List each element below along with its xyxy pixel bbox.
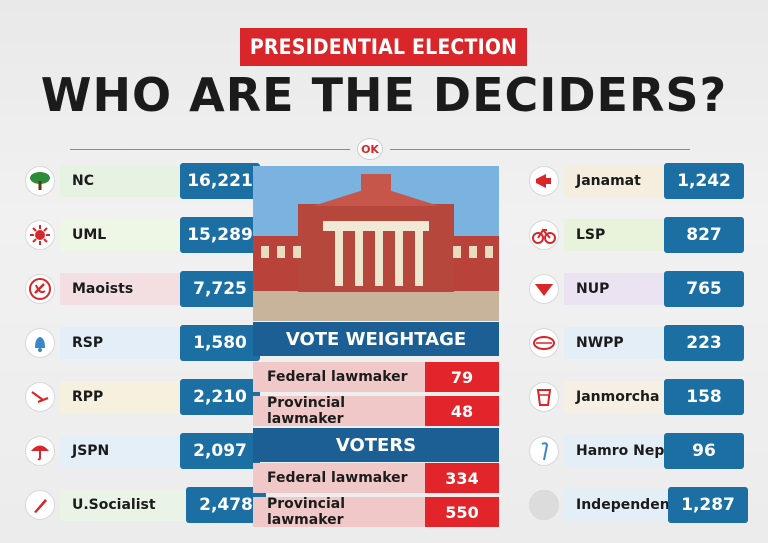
walking-stick-icon <box>529 436 559 466</box>
party-row: NWPP 223 <box>524 325 748 361</box>
party-value: 96 <box>664 433 744 469</box>
page-title: WHO ARE THE DECIDERS? <box>40 68 728 122</box>
party-value: 827 <box>664 217 744 253</box>
party-row: LSP 827 <box>524 217 748 253</box>
plough-icon <box>25 382 55 412</box>
party-value: 2,097 <box>180 433 260 469</box>
sun-icon <box>25 220 55 250</box>
blank-circle-icon <box>529 490 559 520</box>
party-value: 7,725 <box>180 271 260 307</box>
party-name: Independent <box>564 489 734 521</box>
party-row: Hamro Nepal 96 <box>524 433 748 469</box>
lawmaker-label: Federal lawmaker <box>253 463 425 493</box>
party-value: 15,289 <box>180 217 260 253</box>
party-value: 765 <box>664 271 744 307</box>
megaphone-icon <box>529 166 559 196</box>
party-row: NC 16,221 <box>20 163 260 199</box>
lawmaker-value: 48 <box>425 396 499 426</box>
divider-left <box>70 149 350 150</box>
pen-icon <box>25 490 55 520</box>
party-row: U.Socialist 2,478 <box>20 487 266 523</box>
bell-icon <box>25 328 55 358</box>
party-value: 158 <box>664 379 744 415</box>
lawmaker-label: Federal lawmaker <box>253 362 425 392</box>
vote-weightage-row: Provincial lawmaker 48 <box>253 395 499 427</box>
lawmaker-label: Provincial lawmaker <box>253 496 425 528</box>
party-row: Janmorcha 158 <box>524 379 748 415</box>
party-value: 1,242 <box>664 163 744 199</box>
party-value: 2,210 <box>180 379 260 415</box>
party-value: 1,287 <box>668 487 748 523</box>
hammer-sickle-icon <box>25 274 55 304</box>
glass-icon <box>529 382 559 412</box>
party-row: UML 15,289 <box>20 217 260 253</box>
party-row: NUP 765 <box>524 271 748 307</box>
party-value: 1,580 <box>180 325 260 361</box>
party-value: 2,478 <box>186 487 266 523</box>
parliament-building-photo <box>253 166 499 321</box>
vote-weightage-heading: VOTE WEIGHTAGE <box>253 322 499 356</box>
fan-icon <box>529 274 559 304</box>
brand-logo: OK <box>357 138 383 160</box>
lawmaker-value: 79 <box>425 362 499 392</box>
party-value: 16,221 <box>180 163 260 199</box>
divider-right <box>390 149 690 150</box>
tree-icon <box>25 166 55 196</box>
party-row: JSPN 2,097 <box>20 433 260 469</box>
madal-drum-icon <box>529 328 559 358</box>
umbrella-icon <box>25 436 55 466</box>
party-row: RSP 1,580 <box>20 325 260 361</box>
party-row: RPP 2,210 <box>20 379 260 415</box>
lawmaker-value: 550 <box>425 497 499 527</box>
voters-heading: VOTERS <box>253 428 499 462</box>
bicycle-icon <box>529 220 559 250</box>
voters-row: Federal lawmaker 334 <box>253 463 499 493</box>
lawmaker-label: Provincial lawmaker <box>253 395 425 427</box>
vote-weightage-row: Federal lawmaker 79 <box>253 362 499 392</box>
party-value: 223 <box>664 325 744 361</box>
party-row: Janamat 1,242 <box>524 163 748 199</box>
lawmaker-value: 334 <box>425 463 499 493</box>
voters-row: Provincial lawmaker 550 <box>253 496 499 528</box>
party-row: Maoists 7,725 <box>20 271 260 307</box>
party-row: Independent 1,287 <box>524 487 752 523</box>
banner-title: PRESIDENTIAL ELECTION <box>240 28 527 66</box>
